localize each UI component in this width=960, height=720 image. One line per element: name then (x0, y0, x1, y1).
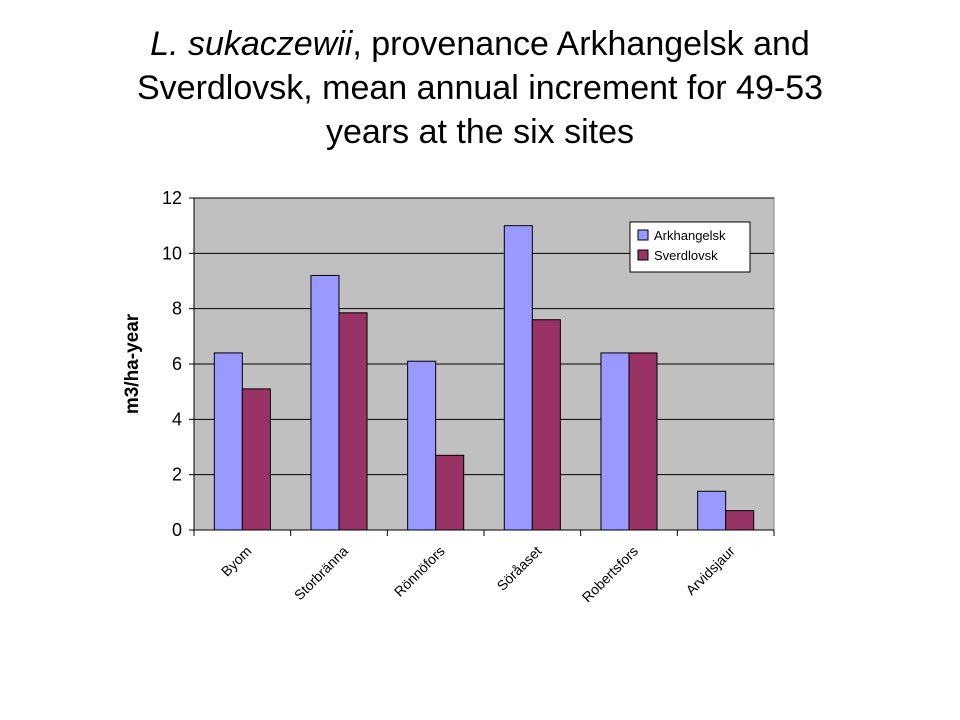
axes (189, 197, 775, 536)
legend-box (629, 221, 751, 273)
y-tick-labels: 0 2 4 6 8 10 12 (162, 188, 182, 540)
x-tick-label: Rönnöfors (391, 543, 448, 600)
bar-sverdlovsk-2 (435, 454, 465, 531)
bar-arkhangelsk-0 (213, 352, 243, 531)
bar-arkhangelsk-4 (600, 352, 630, 531)
x-tick-label: Robertsfors (579, 543, 641, 605)
legend-swatch (637, 249, 649, 261)
x-tick-label: Byom (218, 543, 255, 580)
y-tick-label: 4 (172, 409, 182, 429)
bar-sverdlovsk-0 (241, 388, 271, 531)
bar-arkhangelsk-3 (503, 225, 533, 531)
legend-label: Sverdlovsk (654, 248, 718, 263)
x-tick-labels: Byom Storbränna Rönnöfors Söråaset Robertsfo… (218, 543, 738, 606)
y-tick-label: 12 (162, 188, 182, 208)
legend-swatch (637, 229, 649, 241)
bar-arkhangelsk-5 (697, 490, 727, 531)
y-tick-label: 2 (172, 465, 182, 485)
chart-title-line2: Sverdlovsk, mean annual increment for 49… (136, 69, 824, 107)
chart-title-line3: years at the six sites (325, 113, 634, 151)
bar-sverdlovsk-4 (628, 352, 658, 531)
y-tick-label: 0 (172, 520, 182, 540)
x-tick-label: Söråaset (494, 543, 545, 594)
legend: Arkhangelsk Sverdlovsk (629, 221, 751, 273)
bar-sverdlovsk-1 (338, 312, 368, 531)
y-tick-label: 10 (162, 243, 182, 263)
x-tick-label: Storbränna (291, 543, 351, 603)
chart-title-italic: L. sukaczewii (150, 25, 353, 63)
bar-arkhangelsk-1 (310, 274, 340, 531)
bar-arkhangelsk-2 (407, 360, 437, 531)
y-axis-label: m3/ha-year (122, 313, 143, 414)
bars (213, 225, 755, 531)
legend-label: Arkhangelsk (654, 228, 726, 243)
y-tick-label: 6 (172, 354, 182, 374)
chart-title: L. sukaczewii, provenance Arkhangelsk an… (40, 22, 920, 154)
x-tick-label: Arvidsjaur (682, 543, 738, 599)
y-tick-label: 8 (172, 299, 182, 319)
bar-sverdlovsk-3 (531, 319, 561, 531)
bar-sverdlovsk-5 (725, 510, 755, 531)
chart-title-line1: , provenance Arkhangelsk and (352, 25, 810, 63)
